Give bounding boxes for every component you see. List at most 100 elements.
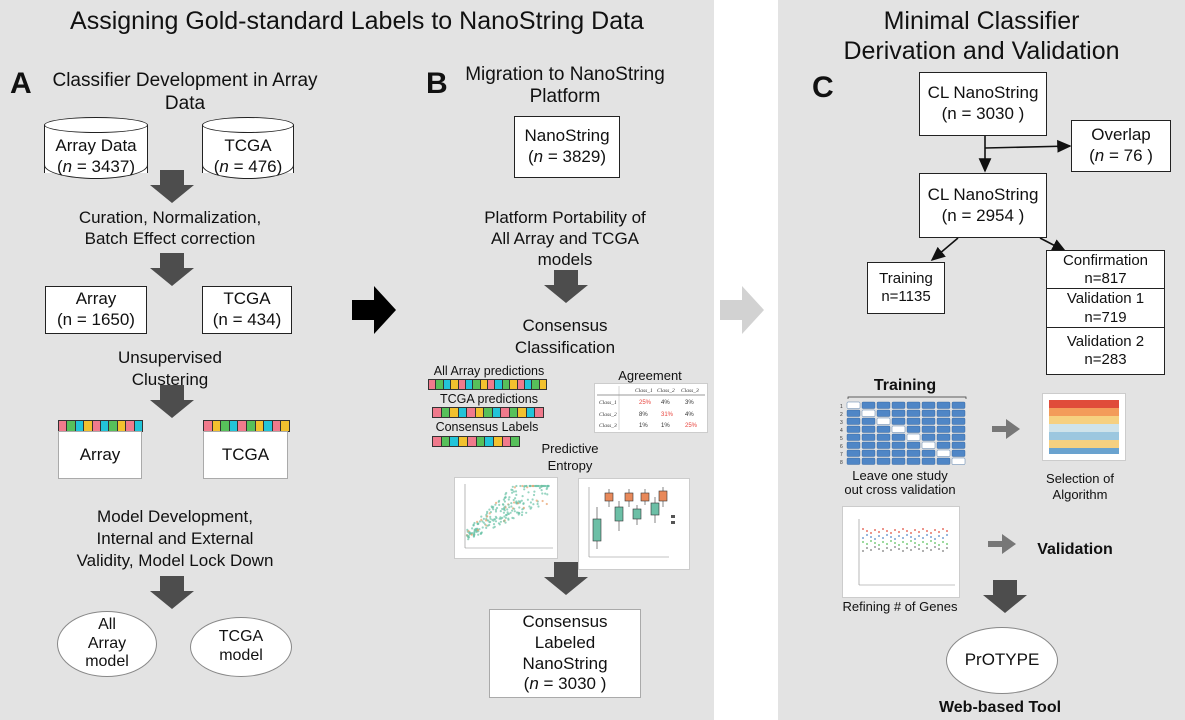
grid-cell xyxy=(891,449,906,457)
svg-text:25%: 25% xyxy=(685,423,698,429)
f1-dot xyxy=(902,537,904,539)
scatter-dot xyxy=(504,516,507,519)
scatter-dot xyxy=(505,513,508,517)
scatter-dot xyxy=(537,505,540,508)
scatter-dot xyxy=(486,515,489,518)
grid-cell xyxy=(951,409,966,417)
grid-cell xyxy=(876,409,891,417)
grid-cell xyxy=(936,457,951,465)
scatter-dot xyxy=(506,513,509,516)
f1-dot xyxy=(918,544,920,546)
f1-dot xyxy=(918,531,920,533)
strip-cell xyxy=(458,408,468,417)
strip-cell xyxy=(488,380,496,389)
scatter-dot xyxy=(507,517,510,520)
scatter-dot xyxy=(515,493,518,496)
scatter-dot xyxy=(501,503,505,506)
grid-cell xyxy=(906,441,921,449)
scatter-dot xyxy=(467,536,470,539)
scatter-dot xyxy=(513,507,516,510)
f1-dot xyxy=(862,537,864,539)
grid-cell xyxy=(906,433,921,441)
scatter-dot xyxy=(492,505,495,508)
scatter-dot xyxy=(488,508,491,511)
strip-cell xyxy=(101,421,110,431)
strip-cell xyxy=(511,437,520,446)
scatter-dot xyxy=(513,501,516,504)
strip-cell xyxy=(501,408,510,417)
predictive-entropy-line-1: Predictive xyxy=(541,441,599,456)
svg-text:8%: 8% xyxy=(639,412,648,418)
svg-text:1%: 1% xyxy=(639,423,648,429)
scatter-dot xyxy=(533,484,537,488)
grid-cell xyxy=(891,417,906,425)
f1-dot xyxy=(870,536,872,538)
grid-cell xyxy=(951,417,966,425)
f1-dot xyxy=(914,538,916,540)
strip-cell xyxy=(517,380,525,389)
strip-cell xyxy=(84,421,93,431)
strip-cell xyxy=(238,421,247,431)
scatter-dot xyxy=(503,509,506,512)
tcga-box: TCGA (n = 434) xyxy=(202,286,292,334)
scatter-dot xyxy=(513,510,516,513)
f1-dot xyxy=(874,546,876,548)
scatter-dot xyxy=(466,528,469,531)
svg-text:1%: 1% xyxy=(661,423,670,429)
scatter-dot xyxy=(494,520,498,523)
portability-line-3: models xyxy=(537,250,593,269)
strip-cell xyxy=(429,380,437,389)
f1-dot xyxy=(890,536,892,538)
svg-text:Class_3: Class_3 xyxy=(681,388,699,394)
strip-cell xyxy=(502,380,511,389)
scatter-dot xyxy=(538,486,541,490)
scatter-dot xyxy=(509,511,512,514)
grid-row-number: 1 xyxy=(840,404,843,410)
agreement-label: Agreement xyxy=(618,368,682,383)
f1-dot xyxy=(874,538,876,540)
panel-a-heading-1: Classifier Development in Array xyxy=(52,70,318,91)
f1-dot xyxy=(934,529,936,531)
scatter-dot xyxy=(519,484,522,488)
grid-cell xyxy=(906,425,921,433)
scatter-dot xyxy=(468,531,471,534)
grid-cell xyxy=(951,425,966,433)
grid-cell xyxy=(936,433,951,441)
arrow-right-light xyxy=(720,286,764,334)
confirmation-box: Confirmation n=817 xyxy=(1046,250,1165,290)
f1-dot xyxy=(942,537,944,539)
f1-dot xyxy=(898,548,900,550)
consensus-labels-label: Consensus Labels xyxy=(435,420,539,434)
scatter-dot xyxy=(514,490,518,493)
scatter-dot xyxy=(472,524,475,527)
strip-cell xyxy=(476,437,486,446)
scatter-dot xyxy=(479,532,483,535)
scatter-dot xyxy=(517,513,520,516)
f1-dot xyxy=(922,550,924,552)
grid-cell xyxy=(951,401,966,409)
scatter-dot xyxy=(493,525,496,528)
tcga-predictions-strip xyxy=(432,407,544,418)
strip-cell xyxy=(485,437,494,446)
strip-cell xyxy=(126,421,135,431)
grid-cell xyxy=(921,425,936,433)
grid-cell xyxy=(861,401,876,409)
grid-cell xyxy=(846,449,861,457)
grid-cell xyxy=(876,449,891,457)
f1-dot xyxy=(930,532,932,534)
scatter-dot xyxy=(532,493,536,497)
f1-dot xyxy=(886,547,888,549)
grid-row-number: 4 xyxy=(840,428,843,434)
strip-cell xyxy=(433,437,442,446)
scatter-dot xyxy=(489,517,492,520)
strip-cell xyxy=(255,421,265,431)
training-heading: Training xyxy=(873,377,937,394)
scatter-dot xyxy=(521,511,524,514)
svg-text:31%: 31% xyxy=(661,412,674,418)
grid-cell xyxy=(921,409,936,417)
scatter-dot xyxy=(512,490,515,493)
scatter-dot xyxy=(507,503,510,506)
scatter-dot xyxy=(480,518,483,521)
grid-row-number: 2 xyxy=(840,412,843,418)
scatter-dot xyxy=(486,510,489,513)
